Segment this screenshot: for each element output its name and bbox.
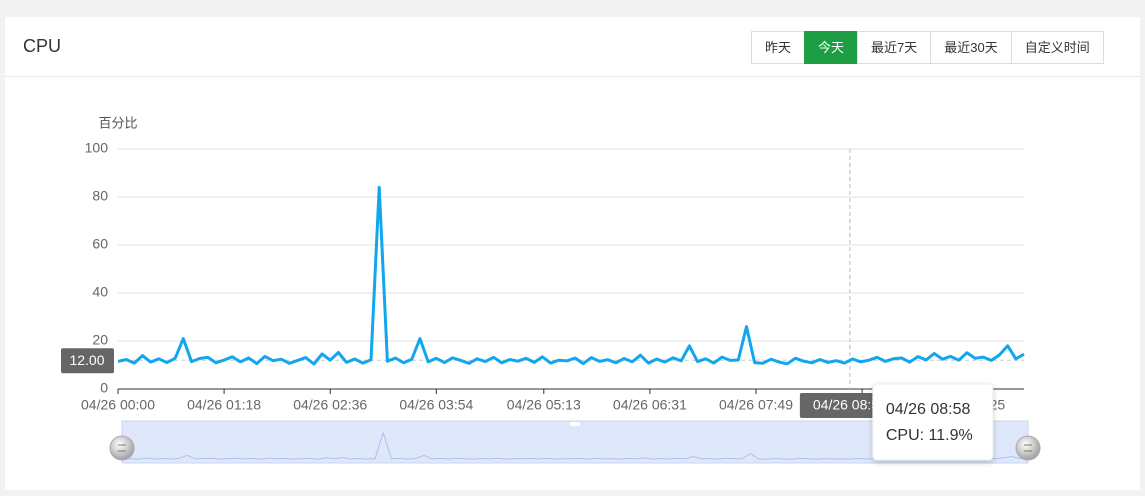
pointer-y-label: 12.00 — [69, 352, 104, 368]
card: CPU 昨天 今天 最近7天 最近30天 自定义时间 — [5, 17, 1140, 490]
card-header: CPU 昨天 今天 最近7天 最近30天 自定义时间 — [5, 17, 1140, 77]
range-button[interactable]: 最近7天 — [857, 31, 932, 64]
y-tick-label: 0 — [100, 380, 108, 396]
x-tick-label: 04/26 05:13 — [507, 397, 581, 413]
x-tick-label: 04/26 03:54 — [399, 397, 473, 413]
tooltip-value: CPU: 11.9% — [886, 427, 973, 444]
x-tick-label: 04/26 02:36 — [293, 397, 367, 413]
y-axis-label: 百分比 — [98, 115, 137, 130]
tooltip-title: 04/26 08:58 — [886, 401, 971, 418]
x-tick-label: 04/26 07:49 — [719, 397, 793, 413]
range-button[interactable]: 昨天 — [751, 31, 806, 64]
y-tick-label: 80 — [92, 188, 108, 204]
range-button[interactable]: 最近30天 — [930, 31, 1012, 64]
y-tick-label: 100 — [85, 140, 109, 156]
cpu-line — [117, 185, 1025, 366]
y-tick-label: 20 — [92, 332, 108, 348]
zoom-top-handle — [570, 422, 580, 426]
y-tick-label: 60 — [92, 236, 108, 252]
card-title: CPU — [23, 36, 62, 56]
y-tick-label: 40 — [92, 284, 108, 300]
x-tick-label: 04/26 00:00 — [81, 397, 155, 413]
x-tick-label: 04/26 06:31 — [613, 397, 687, 413]
range-button[interactable]: 自定义时间 — [1010, 31, 1104, 64]
zoom-handle[interactable] — [109, 435, 135, 461]
range-buttons: 昨天 今天 最近7天 最近30天 自定义时间 — [751, 31, 1104, 64]
range-button[interactable]: 今天 — [804, 31, 859, 64]
pointer-x-label: 04/26 08:58 — [813, 397, 887, 413]
zoom-handle[interactable] — [1015, 435, 1041, 461]
pointer-y-box — [61, 348, 114, 374]
tooltip-box — [872, 383, 994, 461]
x-tick-label: 04/26 01:18 — [187, 397, 261, 413]
